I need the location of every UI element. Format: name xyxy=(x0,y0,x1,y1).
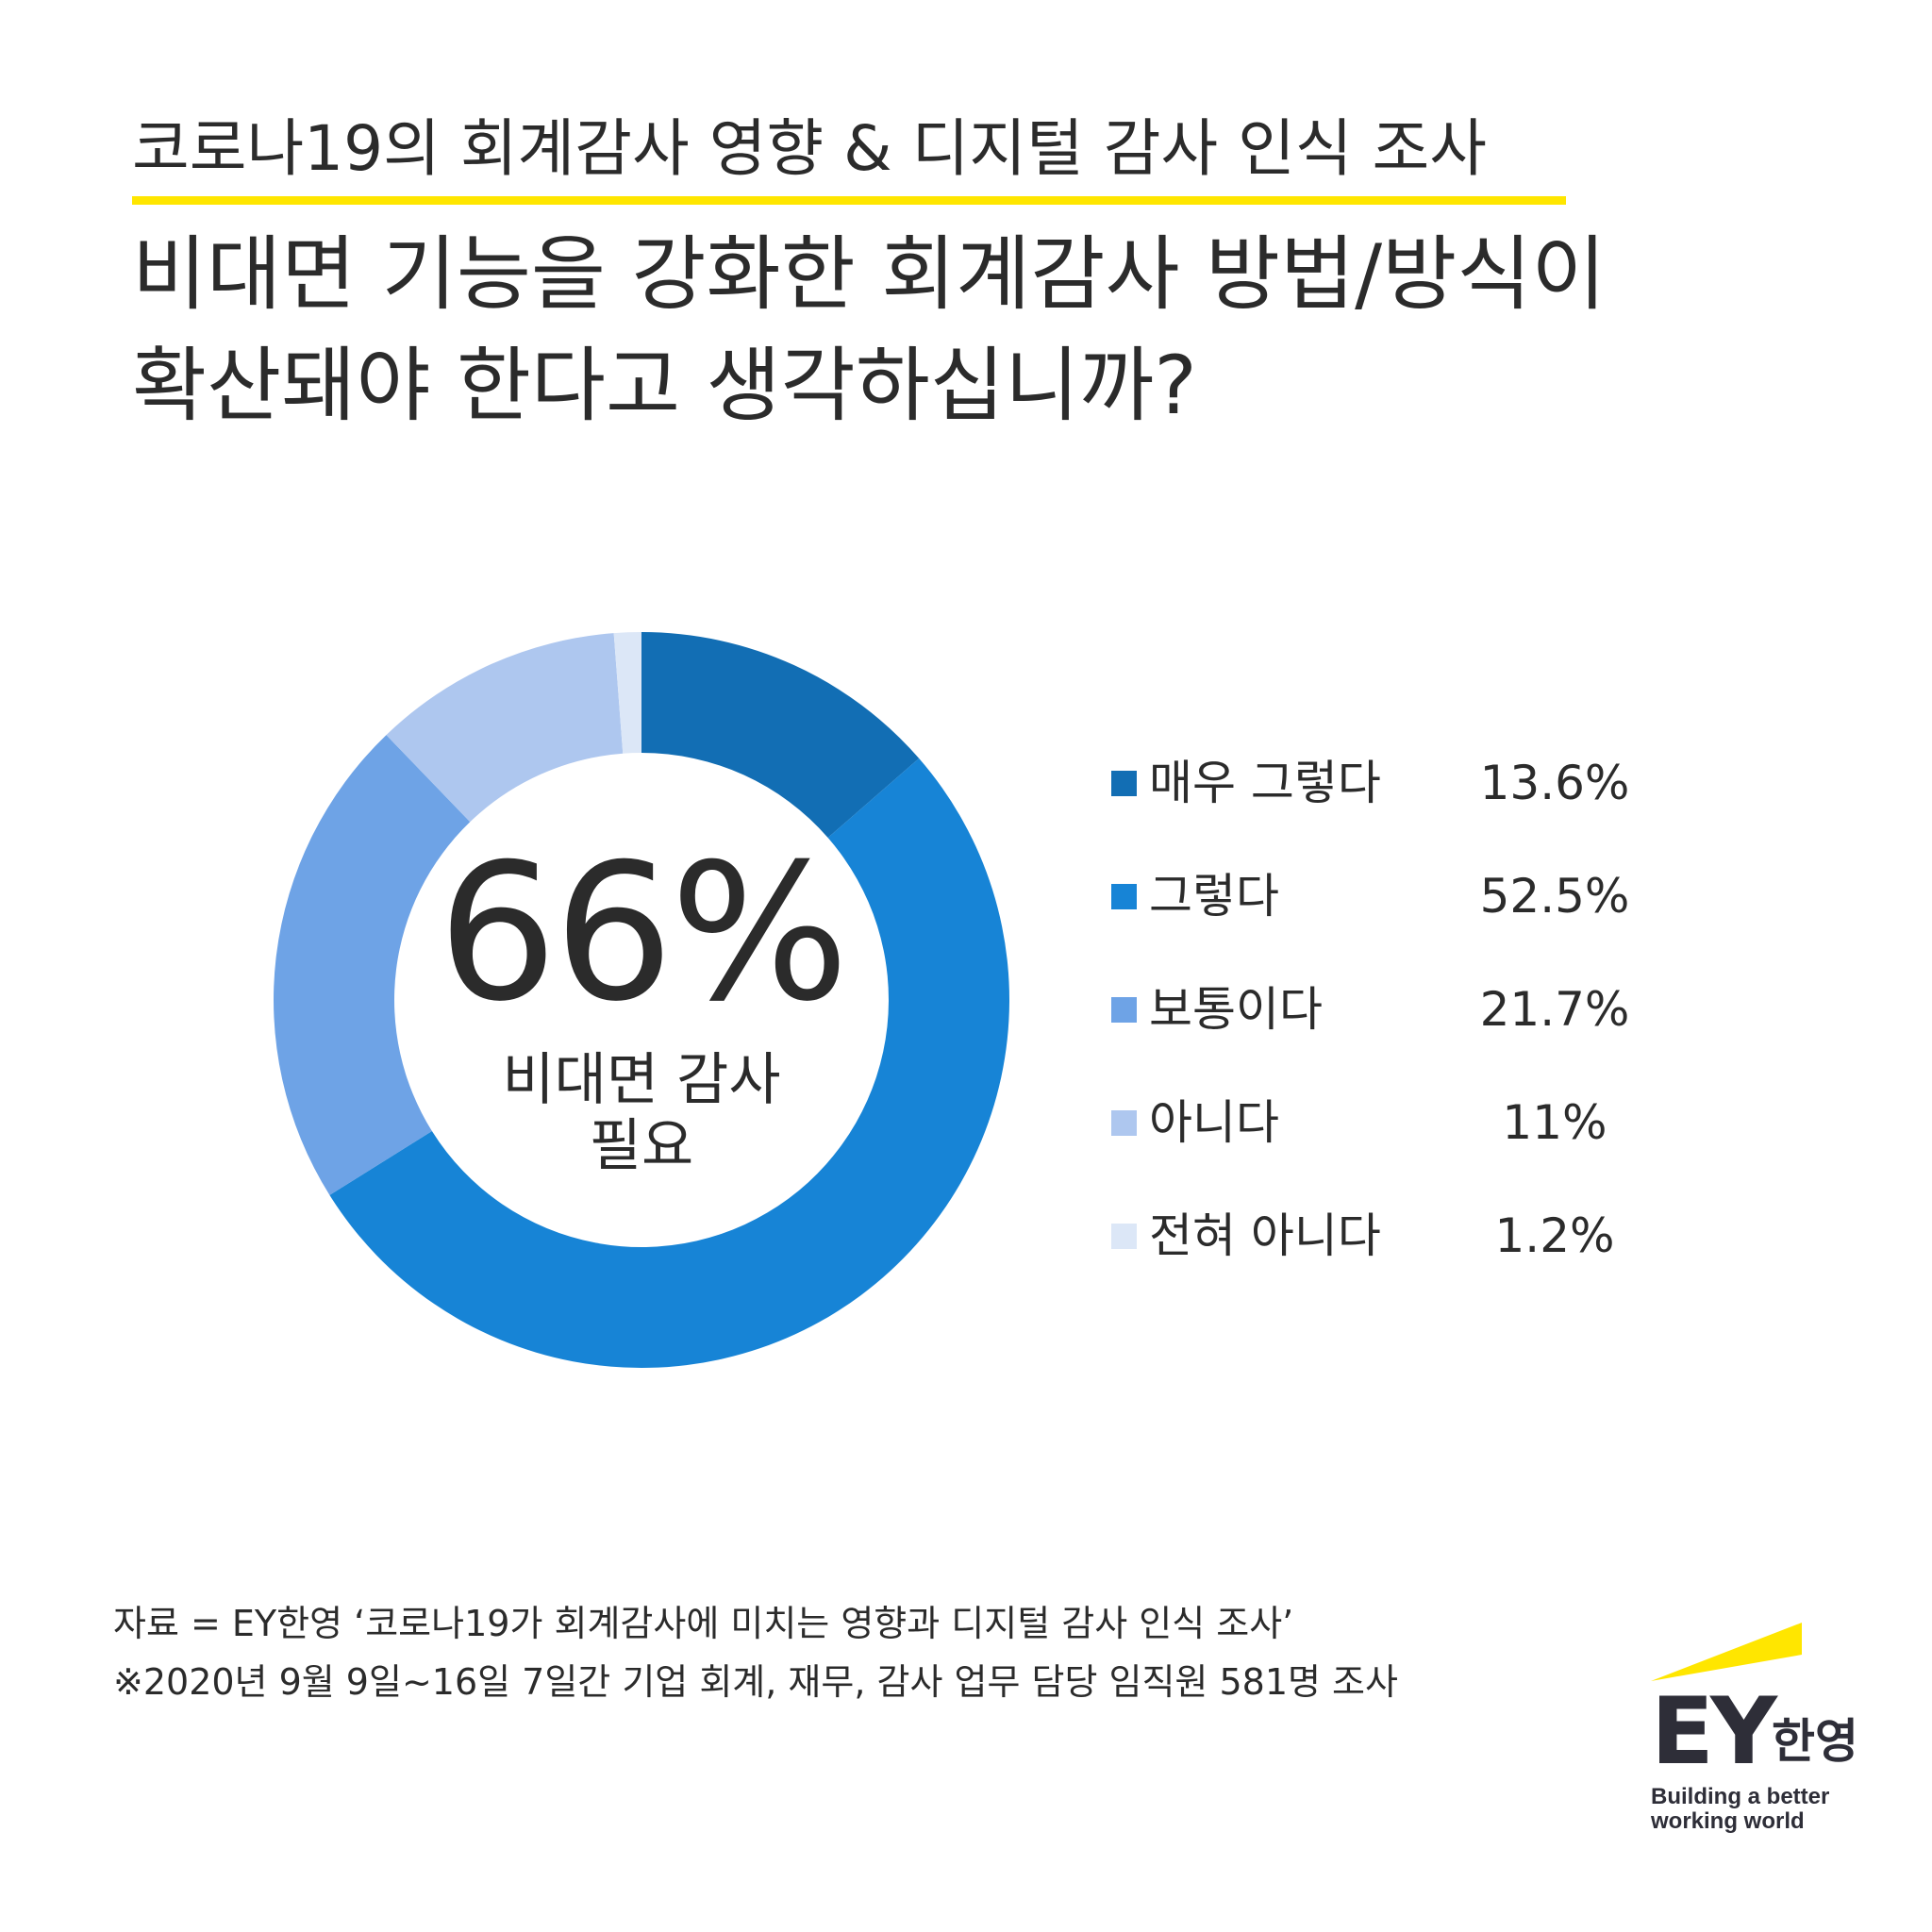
legend-item-neutral: 보통이다 21.7% xyxy=(1111,972,1640,1047)
center-label-line-2: 필요 xyxy=(589,1113,694,1179)
legend-value: 21.7% xyxy=(1479,982,1630,1037)
subtitle-underline xyxy=(132,196,1566,205)
donut-slice-disagree xyxy=(386,633,624,823)
question-line-2: 확산돼야 한다고 생각하십니까? xyxy=(132,339,1197,433)
legend-value: 52.5% xyxy=(1479,869,1630,924)
donut-slice-agree xyxy=(329,758,1009,1369)
donut-slice-neutral xyxy=(273,735,471,1195)
legend-label: 그렇다 xyxy=(1149,869,1279,924)
ey-logo-text: EY xyxy=(1651,1678,1777,1786)
donut-slice-very-agree xyxy=(641,632,920,838)
tagline-line-2: working world xyxy=(1651,1808,1805,1834)
survey-method-note: ※2020년 9월 9일~16일 7일간 기업 회계, 재무, 감사 업무 담당… xyxy=(113,1661,1398,1703)
legend-value: 11% xyxy=(1502,1095,1607,1150)
legend-item-strongly-disagree: 전혀 아니다 1.2% xyxy=(1111,1198,1640,1274)
legend-value: 13.6% xyxy=(1479,756,1630,810)
legend-item-disagree: 아니다 11% xyxy=(1111,1085,1640,1160)
ey-tagline: Building a better working world xyxy=(1651,1785,1829,1834)
legend-swatch xyxy=(1111,771,1137,796)
legend-swatch xyxy=(1111,997,1137,1023)
legend-item-agree: 그렇다 52.5% xyxy=(1111,858,1640,934)
donut-chart xyxy=(273,632,1009,1369)
ey-logo-korean: 한영 xyxy=(1772,1714,1858,1769)
legend-label: 전혀 아니다 xyxy=(1149,1208,1381,1263)
legend-swatch xyxy=(1111,884,1137,909)
header: 코로나19의 회계감사 영향 & 디지털 감사 인식 조사 xyxy=(132,104,1566,205)
legend-swatch xyxy=(1111,1110,1137,1136)
survey-question: 비대면 기능을 강화한 회계감사 방법/방식이 확산돼야 한다고 생각하십니까? xyxy=(132,219,1606,441)
question-line-1: 비대면 기능을 강화한 회계감사 방법/방식이 xyxy=(132,227,1607,322)
survey-subtitle: 코로나19의 회계감사 영향 & 디지털 감사 인식 조사 xyxy=(132,112,1487,185)
legend-value: 1.2% xyxy=(1494,1208,1615,1263)
legend-label: 보통이다 xyxy=(1149,982,1323,1037)
donut-center-label: 비대면 감사 필요 xyxy=(406,1047,877,1179)
donut-center-value: 66% xyxy=(437,824,850,1043)
tagline-line-1: Building a better xyxy=(1651,1784,1830,1809)
source-note: 자료 = EY한영 ‘코로나19가 회계감사에 미치는 영향과 디지털 감사 인… xyxy=(113,1603,1294,1644)
legend-label: 아니다 xyxy=(1149,1095,1279,1150)
donut-slice-strongly-disagree xyxy=(613,632,641,754)
legend-item-very-agree: 매우 그렇다 13.6% xyxy=(1111,745,1640,821)
ey-beam-icon xyxy=(1651,1623,1802,1681)
center-label-line-1: 비대면 감사 xyxy=(502,1047,781,1113)
ey-logo: EY 한영 Building a better working world xyxy=(1651,1623,1877,1840)
legend-label: 매우 그렇다 xyxy=(1149,756,1381,810)
legend-swatch xyxy=(1111,1224,1137,1249)
footnotes: 자료 = EY한영 ‘코로나19가 회계감사에 미치는 영향과 디지털 감사 인… xyxy=(113,1594,1398,1711)
